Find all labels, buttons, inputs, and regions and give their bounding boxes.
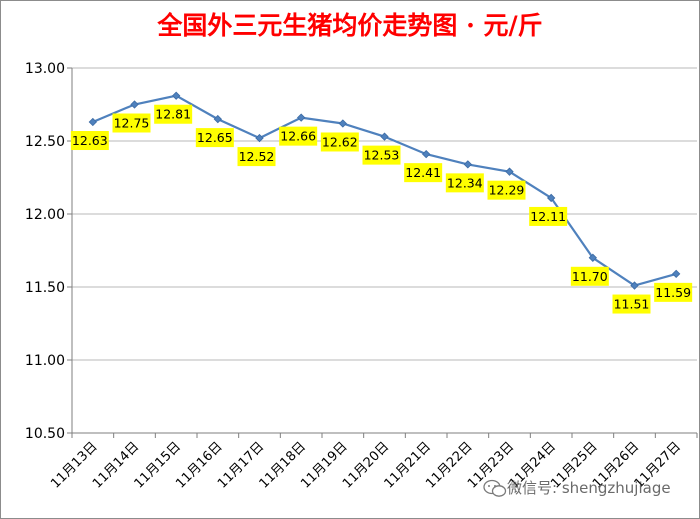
data-point [588,253,597,262]
data-label-box [320,132,359,152]
data-point [172,91,181,100]
data-label-box [362,145,401,165]
data-label-text: 12.81 [155,107,191,122]
wechat-icon [483,479,507,497]
y-tick-label: 12.00 [25,207,65,223]
data-label-text: 12.75 [114,116,150,131]
series-line [92,94,677,287]
data-label-text: 12.52 [239,149,275,164]
data-label: 12.66 [279,126,318,146]
data-label-text: 12.41 [405,165,441,180]
data-label-box [529,206,568,226]
data-label-text: 11.51 [614,297,650,312]
data-point [672,269,681,279]
data-label-box [487,180,526,200]
data-point [630,281,639,290]
data-point [463,160,472,169]
data-label: 12.65 [195,128,234,148]
data-label: 12.11 [529,206,568,226]
data-label-box [237,147,276,167]
data-label-text: 12.29 [489,183,525,198]
data-label-box [112,113,151,133]
data-label: 12.41 [404,163,443,183]
y-tick-label: 10.50 [25,426,65,442]
watermark-text: 微信号: shengzhujiage [507,479,671,497]
data-label: 12.53 [362,145,401,165]
data-label-box [404,163,443,183]
data-label-text: 11.59 [655,285,691,300]
data-label-box [445,173,484,193]
y-tick-label: 11.00 [25,353,65,369]
chart-title: 全国外三元生猪均价走势图 · 元/斤 [156,11,542,40]
data-point [422,149,431,159]
data-label: 12.34 [445,173,484,193]
y-tick-label: 11.50 [25,280,65,296]
data-point [88,117,97,127]
data-label-box [70,131,109,151]
data-label-text: 12.66 [280,129,316,144]
data-point [338,119,347,128]
data-label-text: 11.70 [572,269,608,284]
watermark: 微信号: shengzhujiage [483,479,671,497]
data-point [130,100,139,109]
data-label: 11.51 [612,294,651,314]
y-tick-label: 12.50 [25,134,65,150]
data-point [547,193,556,203]
data-label: 12.63 [70,131,109,151]
data-label: 12.81 [154,104,193,124]
data-label-text: 12.65 [197,130,233,145]
data-label-box [612,294,651,314]
data-point [380,132,389,141]
data-point [505,167,514,176]
data-point [297,113,306,122]
data-label-text: 12.11 [530,209,566,224]
data-label-box [654,282,693,302]
data-label-text: 12.63 [72,133,108,148]
data-label-box [570,266,609,286]
data-label-text: 12.62 [322,134,358,149]
data-label-text: 12.53 [364,148,400,163]
data-label-box [279,126,318,146]
data-label: 11.59 [654,282,693,302]
data-point [213,114,222,124]
data-label: 11.70 [570,266,609,286]
y-tick-label: 13.00 [25,61,65,77]
data-label: 12.52 [237,147,276,167]
data-label-box [154,104,193,124]
data-label: 12.62 [320,132,359,152]
data-label: 12.29 [487,180,526,200]
data-label-text: 12.34 [447,175,483,190]
data-label: 12.75 [112,113,151,133]
data-point [255,133,264,143]
data-label-box [195,128,234,148]
